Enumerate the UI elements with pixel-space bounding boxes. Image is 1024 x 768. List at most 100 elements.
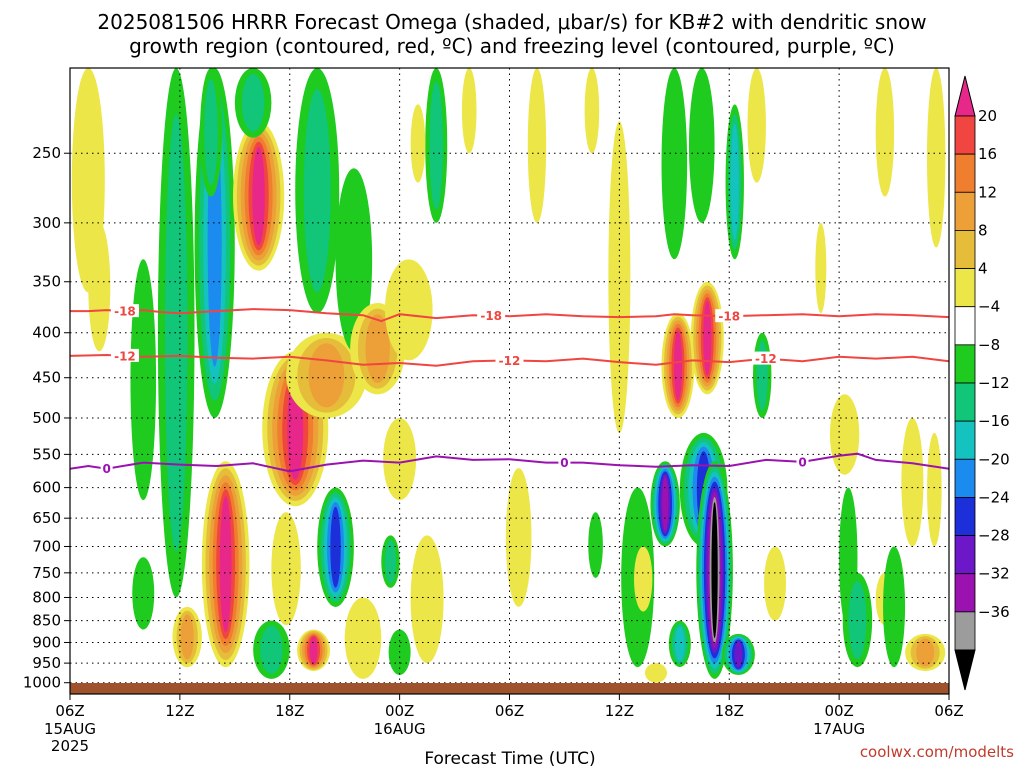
chart-title-line-1: 2025081506 HRRR Forecast Omega (shaded, … — [97, 10, 926, 34]
y-tick-label-950: 950 — [32, 654, 61, 672]
colorbar-swatch-3 — [954, 191, 976, 231]
omega-cell-48 — [725, 104, 744, 260]
omega-cell-26 — [410, 535, 444, 664]
omega-cell-21-level-1 — [384, 259, 433, 361]
omega-cell-41-level-3 — [674, 626, 685, 662]
colorbar-label-9: −16 — [978, 412, 1010, 430]
contour-lines: -18 -18 -18 -12 -12 -12 0 0 0 — [70, 304, 949, 476]
omega-cell-51 — [815, 222, 827, 314]
colorbar-label-4: 8 — [978, 221, 988, 239]
omega-cell-29-level-1 — [461, 68, 477, 154]
omega-cell-51-level-1 — [815, 222, 827, 314]
omega-cell-47-level-1 — [747, 68, 766, 183]
omega-cell-19 — [335, 168, 373, 352]
omega-cell-39 — [661, 68, 688, 260]
x-tick-label-1: 12Z — [165, 702, 194, 720]
omega-cell-45 — [696, 461, 733, 679]
omega-cell-22 — [344, 597, 382, 679]
omega-cell-45-level-9 — [711, 502, 718, 639]
omega-cell-36 — [633, 546, 653, 612]
colorbar-label-3: 12 — [978, 183, 997, 201]
omega-cell-14-level-3 — [308, 343, 345, 408]
omega-cell-5-level-2 — [164, 113, 188, 552]
omega-cell-46-level-6 — [734, 640, 743, 668]
chart-title-line-2: growth region (contoured, red, ºC) and f… — [129, 34, 895, 58]
omega-cell-22-level-1 — [344, 597, 382, 679]
x-tick-label-4: 06Z — [495, 702, 524, 720]
y-tick-label-650: 650 — [32, 509, 61, 527]
omega-cell-60 — [927, 432, 942, 547]
omega-cell-31 — [527, 68, 547, 223]
x-tick-label-8: 06Z — [934, 702, 963, 720]
colorbar-label-12: −28 — [978, 527, 1010, 545]
omega-cell-46 — [721, 633, 755, 676]
omega-shading — [71, 68, 946, 683]
colorbar-label-8: −12 — [978, 374, 1010, 392]
colorbar: 20 16 12 8 4 −4 −8 −12 −16 −20 −24 −28 −32 −36 — [954, 75, 1010, 691]
colorbar-label-13: −32 — [978, 565, 1010, 583]
colorbar-swatch-12 — [954, 535, 976, 575]
omega-cell-32 — [584, 68, 600, 154]
pressure-axis: 250 300 350 400 450 500 550 600 650 700 750 800 850 9… — [23, 144, 70, 692]
omega-cell-9 — [201, 461, 250, 668]
omega-cell-47 — [747, 68, 766, 183]
omega-cell-58-level-3 — [916, 638, 935, 667]
colorbar-swatch-8 — [954, 382, 976, 422]
dgz-minus-12-label-bg-1 — [110, 348, 139, 362]
omega-cell-57-level-1 — [875, 68, 895, 197]
omega-cell-27 — [425, 68, 448, 223]
ground-surface — [70, 683, 949, 694]
colorbar-swatch-7 — [954, 344, 976, 384]
dgz-minus-18-label-1: -18 — [114, 305, 136, 319]
x-tick-year-0: 2025 — [51, 737, 89, 755]
colorbar-label-2: 16 — [978, 145, 997, 163]
omega-cell-6-level-3 — [180, 614, 194, 660]
credit-text: coolwx.com/modelts — [860, 743, 1014, 761]
y-tick-label-350: 350 — [32, 273, 61, 291]
omega-cell-33-level-1 — [588, 512, 603, 578]
x-tick-label-0: 06Z — [55, 702, 84, 720]
omega-cell-39-level-1 — [661, 68, 688, 260]
omega-cell-42-level-1 — [688, 68, 715, 223]
omega-cell-37 — [645, 663, 667, 683]
y-tick-label-600: 600 — [32, 479, 61, 497]
freezing-level-label-bg-1 — [100, 461, 113, 475]
colorbar-label-5: 4 — [978, 260, 988, 278]
dgz-minus-18-label-2: -18 — [480, 309, 502, 323]
omega-cell-26-level-1 — [410, 535, 444, 664]
omega-cell-18-level-2 — [303, 89, 331, 292]
omega-cell-2 — [88, 222, 111, 352]
omega-cell-58 — [905, 633, 946, 672]
omega-cell-11 — [234, 68, 272, 138]
y-tick-label-900: 900 — [32, 633, 61, 651]
omega-cell-32-level-1 — [584, 68, 600, 154]
freezing-level-label-3: 0 — [798, 455, 806, 469]
omega-cell-54-level-2 — [848, 580, 867, 659]
omega-cell-8 — [200, 68, 223, 197]
omega-cell-50 — [764, 546, 787, 621]
omega-cell-43 — [690, 281, 724, 395]
omega-cell-4 — [132, 557, 155, 630]
omega-cell-43-level-6 — [703, 300, 712, 376]
omega-cell-59 — [926, 68, 946, 248]
omega-cell-25 — [381, 535, 400, 588]
colorbar-swatch-11 — [954, 497, 976, 536]
colorbar-swatch-1 — [954, 115, 976, 155]
colorbar-top-arrow — [954, 75, 976, 117]
omega-cell-29 — [461, 68, 477, 154]
dgz-minus-18-label-bg-1 — [110, 304, 139, 318]
omega-cell-40-level-6 — [673, 331, 682, 401]
x-tick-label-2: 18Z — [275, 702, 304, 720]
freezing-level-label-1: 0 — [102, 462, 110, 476]
omega-cell-17-level-2 — [260, 625, 283, 674]
dgz-minus-18-line — [70, 308, 949, 323]
y-tick-label-800: 800 — [32, 588, 61, 606]
omega-cell-17 — [253, 620, 290, 679]
omega-cell-52 — [829, 394, 860, 475]
grid-lines — [70, 68, 949, 694]
omega-cell-28-level-1 — [410, 104, 426, 183]
omega-cell-8-level-2 — [204, 79, 218, 186]
x-tick-date-0: 15AUG — [44, 720, 96, 738]
omega-cell-16-level-6 — [309, 636, 318, 664]
freezing-level-line — [70, 452, 949, 473]
